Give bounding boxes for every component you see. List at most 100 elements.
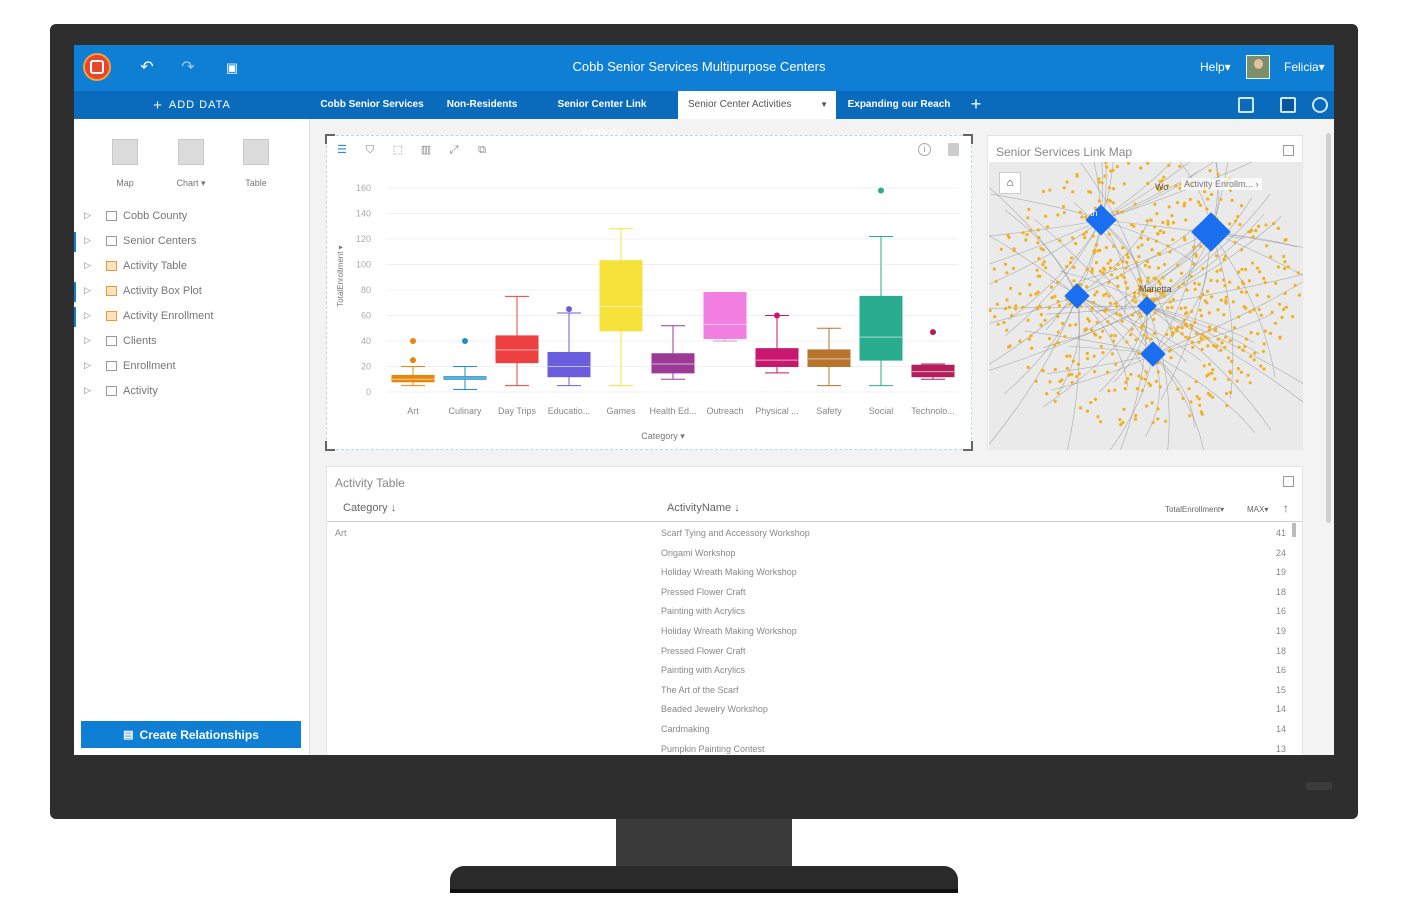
table-row[interactable]: Holiday Wreath Making Workshop 19 [327,622,1292,642]
activity-table-card[interactable]: Activity Table Category ↓ ActivityName ↓… [326,466,1303,755]
client-node [1042,260,1046,264]
column-header-activityname[interactable]: ActivityName ↓ [667,502,740,514]
data-panel: Map Chart ▾ Table ▷ Cobb County ▷ Senior Ce… [74,119,310,755]
resize-handle[interactable] [963,134,973,144]
add-page-icon[interactable]: + [970,94,982,114]
legend-icon[interactable]: ☰ [337,144,347,156]
activity-name-cell: Pumpkin Painting Contest [661,743,765,754]
help-menu[interactable]: Help▾ [1200,60,1231,74]
link-map-card[interactable]: Senior Services Link Map ⌂ Activity Enro… [987,135,1303,450]
tab-senior-center-activities[interactable]: Senior Center Activities ▼ [678,91,836,119]
avatar[interactable] [1246,55,1270,79]
sort-arrow-icon[interactable]: ↑ [1283,501,1289,515]
info-icon[interactable]: i [918,143,931,156]
client-node [1274,281,1278,285]
expand-arrow-icon[interactable]: ▷ [84,335,91,345]
expand-icon[interactable] [1283,476,1294,487]
redo-icon[interactable]: ↷ [181,59,195,76]
expand-arrow-icon[interactable]: ▷ [84,235,91,245]
expand-arrow-icon[interactable]: ▷ [84,285,91,295]
client-node [1111,339,1116,343]
expand-arrow-icon[interactable]: ▷ [84,260,91,270]
table-row[interactable]: Pressed Flower Craft 18 [327,642,1292,662]
selection-icon[interactable]: ⬚ [392,144,404,156]
client-node [1147,265,1152,269]
map-legend-chip[interactable]: Activity Enrollm... › [1181,178,1262,190]
dataset-item[interactable]: ▷ Activity Box Plot [74,282,310,302]
expand-arrow-icon[interactable]: ▷ [84,210,91,220]
dataset-item[interactable]: ▷ Clients [74,332,310,352]
client-node [1180,332,1184,336]
undo-icon[interactable]: ↶ [140,59,154,76]
tab-senior-center-link-analysis[interactable]: Senior Center Link Analysis [557,99,647,138]
total-enrollment-cell: 18 [1275,645,1286,656]
expand-arrow-icon[interactable]: ▷ [84,360,91,370]
dataset-item[interactable]: ▷ Senior Centers [74,232,310,252]
expand-arrow-icon[interactable]: ▷ [84,385,91,395]
link-map[interactable]: ⌂ Activity Enrollm... › Wo rth Marietta [989,162,1303,450]
create-relationships-button[interactable]: ▤ Create Relationships [81,721,301,748]
tab-non-residents[interactable]: Non-Residents [446,99,518,110]
basemap-icon[interactable] [1238,97,1254,113]
card-layout-icon[interactable] [1280,97,1296,113]
add-data-button[interactable]: + ADD DATA [74,91,310,119]
client-node [1119,423,1123,427]
flip-card-icon[interactable]: ⧉ [478,144,486,156]
user-menu[interactable]: Felicia▾ [1284,60,1325,74]
map-drop-zone[interactable]: Map [105,139,145,188]
table-scrollbar[interactable] [1292,523,1296,537]
client-node [1180,271,1184,275]
filter-icon[interactable]: ⛉ [365,144,375,156]
column-header-totalenrollment[interactable]: TotalEnrollment▾ [1165,505,1225,514]
dataset-item[interactable]: ▷ Enrollment [74,357,310,377]
client-node [992,267,996,271]
page-scrollbar[interactable] [1326,133,1331,523]
resize-handle[interactable] [963,441,973,451]
box-plot-card[interactable]: ☰ ⛉ ⬚ ▥ ⤢ ⧉ i 0 20 40 60 80 100 120 140 160 Total… [325,134,973,451]
expand-arrow-icon[interactable]: ▷ [84,310,91,320]
insights-logo-icon[interactable] [83,53,111,81]
client-node [994,279,998,283]
table-row[interactable]: Origami Workshop 24 [327,544,1292,564]
x-axis-label: Category ▾ [641,431,685,441]
client-node [1156,370,1160,374]
dataset-item[interactable]: ▷ Cobb County [74,207,310,227]
dataset-item[interactable]: ▷ Activity Table [74,257,310,277]
column-header-max[interactable]: MAX▾ [1247,505,1269,514]
table-row[interactable]: Painting with Acrylics 16 [327,602,1292,622]
visualization-type-icon[interactable]: ▥ [420,144,432,156]
client-node [1139,166,1143,170]
client-node [1110,352,1114,356]
table-row[interactable]: Holiday Wreath Making Workshop 19 [327,563,1292,583]
save-icon[interactable]: ▣ [225,60,239,75]
expand-icon[interactable] [1283,145,1294,156]
table-row[interactable]: Art Scarf Tying and Accessory Workshop 41 [327,524,1292,544]
client-node [1166,222,1170,226]
resize-handle[interactable] [325,134,335,144]
dataset-item[interactable]: ▷ Activity Enrollment [74,307,310,327]
table-row[interactable]: Painting with Acrylics 16 [327,661,1292,681]
tab-cobb-senior-services[interactable]: Cobb Senior Services [320,99,424,110]
table-row[interactable]: Cardmaking 14 [327,720,1292,740]
client-node [1149,337,1153,341]
table-icon [243,139,269,165]
column-header-category[interactable]: Category ↓ [343,502,397,514]
table-row[interactable]: Pressed Flower Craft 18 [327,583,1292,603]
tab-expanding-our-reach[interactable]: Expanding our Reach [847,99,951,110]
share-icon[interactable] [1312,97,1328,113]
chart-drop-zone[interactable]: Chart ▾ [171,139,211,189]
table-row[interactable]: The Art of the Scarf 15 [327,681,1292,701]
maximize-icon[interactable]: ⤢ [449,144,459,156]
home-icon[interactable]: ⌂ [999,172,1021,194]
client-node [1044,266,1048,270]
table-row[interactable]: Pumpkin Painting Contest 13 [327,740,1292,755]
dataset-item[interactable]: ▷ Activity [74,382,310,402]
resize-handle[interactable] [325,441,335,451]
client-node [1127,162,1131,165]
table-drop-zone[interactable]: Table [236,139,276,188]
chevron-down-icon[interactable]: ▼ [820,100,828,109]
table-row[interactable]: Beaded Jewelry Workshop 14 [327,700,1292,720]
client-node [1067,373,1071,377]
client-node [1028,229,1032,233]
delete-icon[interactable] [948,143,959,156]
